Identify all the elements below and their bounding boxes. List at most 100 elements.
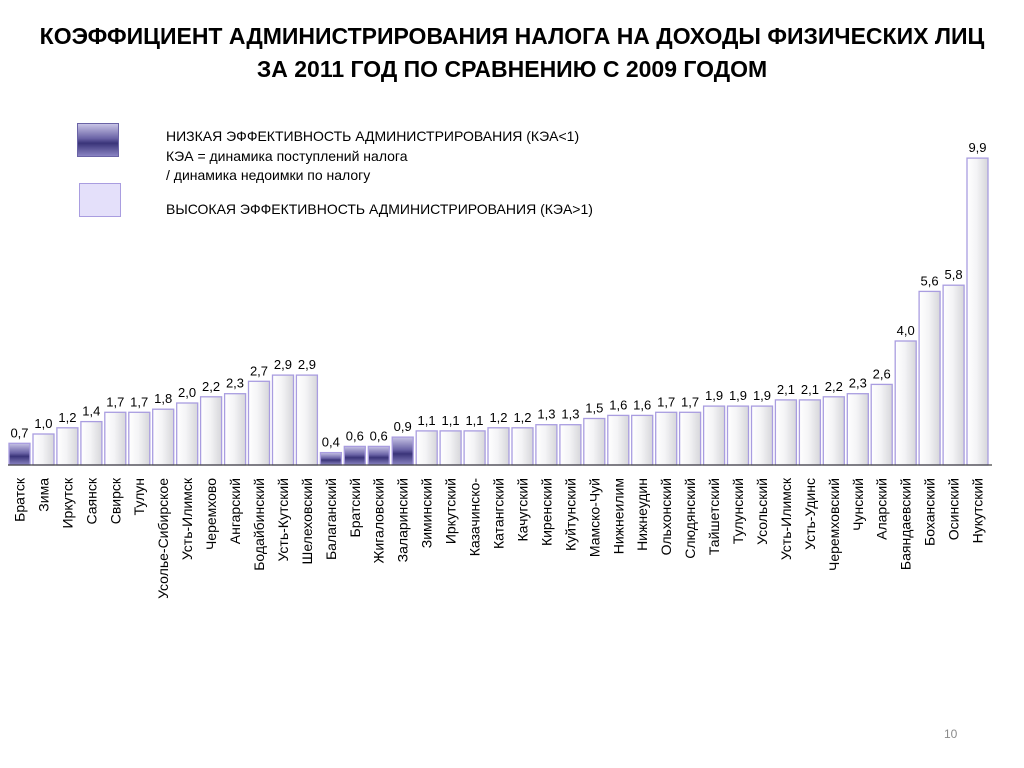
- value-label-8: 2,0: [178, 385, 196, 400]
- title-line-2: ЗА 2011 ГОД ПО СРАВНЕНИЮ С 2009 ГОДОМ: [256, 56, 768, 82]
- value-label-29: 1,7: [681, 394, 699, 409]
- bar-34: [798, 399, 822, 466]
- category-label-9: Черемхово: [203, 478, 219, 550]
- bar-19: [439, 430, 462, 466]
- category-label-31: Тулунский: [730, 478, 746, 544]
- bar-31: [726, 405, 750, 466]
- category-label-5: Свирск: [107, 477, 123, 524]
- category-label-12: Усть-Кутский: [275, 478, 291, 562]
- bar-3: [56, 427, 79, 466]
- chart-title: КОЭФФИЦИЕНТ АДМИНИСТРИРОВАНИЯ НАЛОГА НА …: [0, 20, 1024, 86]
- bar-6: [128, 411, 151, 466]
- value-label-33: 2,1: [777, 382, 795, 397]
- legend-swatch-low: [77, 123, 119, 157]
- page-number: 10: [944, 727, 958, 741]
- legend-formula-line-1: КЭА = динамика поступлений налога: [166, 148, 408, 164]
- value-label-18: 1,1: [418, 413, 436, 428]
- value-label-15: 0,6: [346, 428, 364, 443]
- category-label-25: Мамско-Чуй: [586, 478, 602, 557]
- legend-formula-line-2: / динамика недоимки по налогу: [166, 167, 371, 183]
- legend-swatch-high: [79, 183, 121, 217]
- bar-8: [176, 402, 199, 466]
- category-label-16: Жигаловский: [371, 478, 387, 564]
- value-label-20: 1,1: [465, 413, 483, 428]
- category-label-37: Аларский: [874, 478, 890, 540]
- value-label-1: 0,7: [10, 425, 28, 440]
- value-label-26: 1,6: [609, 397, 627, 412]
- bar-28: [655, 411, 678, 466]
- category-label-8: Усть-Илимск: [179, 477, 195, 560]
- category-label-27: Нижнеудин: [634, 478, 650, 551]
- value-label-23: 1,3: [537, 407, 555, 422]
- category-label-1: Братск: [12, 477, 28, 522]
- bar-18: [415, 430, 438, 466]
- category-label-11: Бодайбинский: [251, 478, 267, 571]
- value-label-32: 1,9: [753, 388, 771, 403]
- bar-13: [295, 374, 319, 466]
- category-label-19: Иркутский: [443, 478, 459, 544]
- bar-30: [702, 405, 726, 466]
- bar-22: [511, 427, 534, 466]
- bar-27: [631, 414, 654, 466]
- value-label-11: 2,7: [250, 363, 268, 378]
- bar-35: [822, 396, 845, 466]
- value-label-13: 2,9: [298, 357, 316, 372]
- bar-32: [750, 405, 774, 466]
- category-label-20: Казачинско-: [467, 478, 483, 557]
- value-label-30: 1,9: [705, 388, 723, 403]
- category-label-24: Куйтунский: [562, 478, 578, 551]
- bar-1: [8, 442, 31, 466]
- category-label-18: Зиминский: [419, 478, 435, 548]
- bar-38: [894, 340, 917, 466]
- category-label-26: Нижнеилим: [610, 478, 626, 554]
- value-label-36: 2,3: [849, 376, 867, 391]
- value-label-28: 1,7: [657, 394, 675, 409]
- bar-41: [966, 157, 989, 466]
- value-label-35: 2,2: [825, 379, 843, 394]
- category-label-35: Черемховский: [826, 478, 842, 571]
- value-label-38: 4,0: [897, 323, 915, 338]
- legend-high-label: ВЫСОКАЯ ЭФФЕКТИВНОСТЬ АДМИНИСТРИРОВАНИЯ …: [166, 201, 593, 217]
- bar-24: [559, 424, 582, 466]
- value-label-22: 1,2: [513, 410, 531, 425]
- value-label-41: 9,9: [968, 140, 986, 155]
- category-label-29: Слюдянский: [682, 478, 698, 559]
- value-label-9: 2,2: [202, 379, 220, 394]
- bar-26: [607, 414, 630, 466]
- category-label-4: Саянск: [83, 477, 99, 524]
- legend-low-label: НИЗКАЯ ЭФФЕКТИВНОСТЬ АДМИНИСТРИРОВАНИЯ (…: [166, 128, 580, 144]
- value-label-21: 1,2: [489, 410, 507, 425]
- category-label-40: Осинский: [946, 478, 962, 540]
- title-line-1: КОЭФФИЦИЕНТ АДМИНИСТРИРОВАНИЯ НАЛОГА НА …: [39, 23, 985, 49]
- value-label-7: 1,8: [154, 391, 172, 406]
- bar-11: [247, 380, 271, 466]
- value-label-25: 1,5: [585, 401, 603, 416]
- bar-15: [343, 445, 366, 466]
- value-label-24: 1,3: [561, 407, 579, 422]
- value-label-3: 1,2: [58, 410, 76, 425]
- category-label-33: Усть-Илимск: [778, 477, 794, 560]
- bar-5: [104, 411, 127, 466]
- bar-14: [319, 451, 343, 466]
- bar-2: [32, 433, 55, 466]
- bar-33: [774, 399, 798, 466]
- category-label-6: Тулун: [131, 478, 147, 515]
- bar-4: [80, 420, 103, 466]
- value-label-34: 2,1: [801, 382, 819, 397]
- bar-20: [463, 430, 486, 466]
- value-label-17: 0,9: [394, 419, 412, 434]
- category-label-22: Качугский: [515, 478, 531, 542]
- value-label-19: 1,1: [442, 413, 460, 428]
- category-label-2: Зима: [35, 478, 51, 512]
- category-label-38: Баяндаевский: [898, 478, 914, 570]
- bar-23: [535, 424, 558, 466]
- value-label-37: 2,6: [873, 366, 891, 381]
- bar-29: [678, 411, 702, 466]
- category-label-41: Нукутский: [970, 478, 986, 543]
- bar-37: [870, 383, 893, 466]
- category-label-23: Киренский: [538, 478, 554, 546]
- category-label-21: Катангский: [491, 478, 507, 549]
- value-label-12: 2,9: [274, 357, 292, 372]
- bar-10: [223, 393, 247, 466]
